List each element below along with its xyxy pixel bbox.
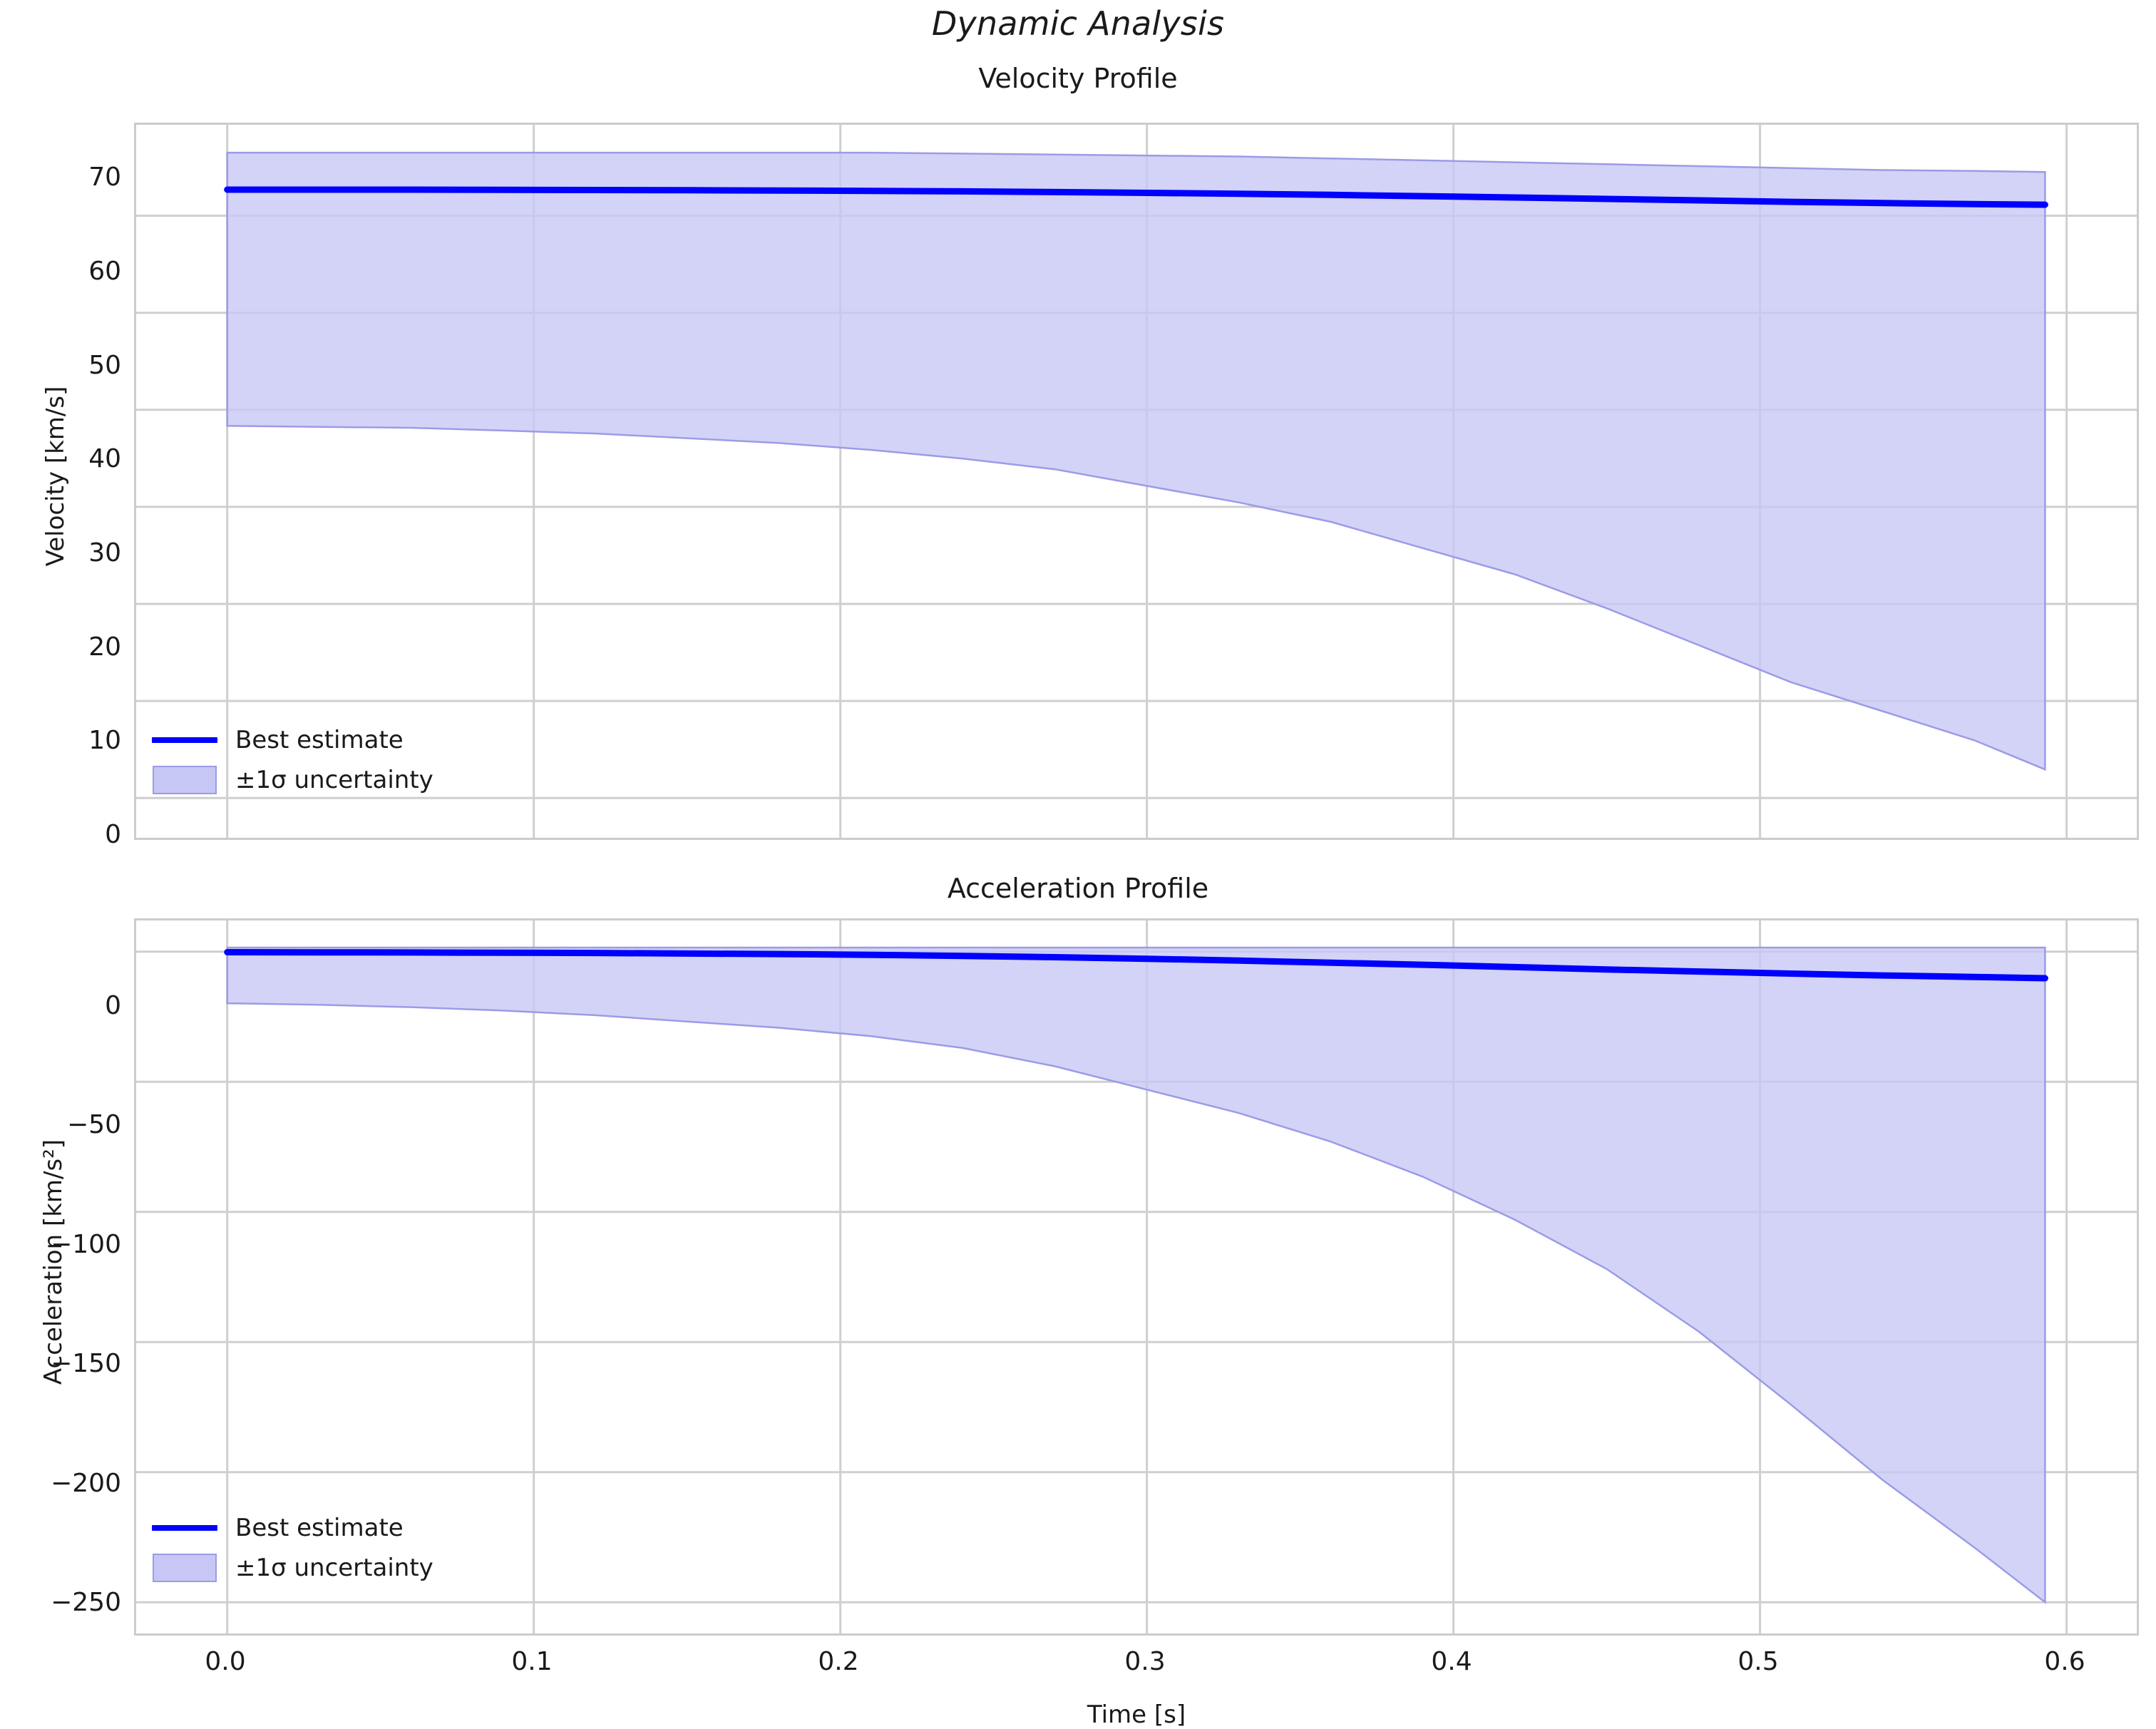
acceleration-xtick-5: 0.5 (1737, 1647, 1779, 1676)
velocity-legend-label-1: ±1σ uncertainty (235, 766, 433, 794)
acceleration-xtick-4: 0.4 (1431, 1647, 1472, 1676)
acceleration-legend: Best estimate ±1σ uncertainty (147, 1508, 433, 1588)
acceleration-ytick-neg200: −200 (51, 1469, 121, 1498)
velocity-ytick-50: 50 (88, 351, 121, 380)
velocity-plot-clip (136, 125, 2137, 838)
velocity-uncertainty-band (226, 151, 2046, 771)
velocity-legend: Best estimate ±1σ uncertainty (147, 720, 433, 800)
acceleration-xtick-0: 0.0 (205, 1647, 246, 1676)
velocity-ytick-70: 70 (88, 163, 121, 192)
acceleration-ytick-neg100: −100 (51, 1230, 121, 1259)
velocity-ytick-60: 60 (88, 257, 121, 286)
velocity-panel: Velocity Profile Velocity [km/s] 0 10 20… (0, 0, 2156, 863)
legend-line-swatch-icon (147, 737, 222, 743)
acceleration-legend-label-1: ±1σ uncertainty (235, 1554, 433, 1582)
acceleration-plot-clip (136, 920, 2137, 1633)
figure-suptitle: Dynamic Analysis (931, 4, 1225, 43)
acceleration-panel: Acceleration Profile Acceleration [km/s²… (0, 863, 2156, 1729)
legend-patch-swatch-icon (147, 1554, 222, 1582)
velocity-chart-svg (136, 125, 2137, 838)
acceleration-plot-area (134, 918, 2139, 1636)
acceleration-x-axis-label: Time [s] (1087, 1700, 1186, 1729)
legend-line-swatch-icon (147, 1525, 222, 1531)
velocity-legend-label-0: Best estimate (235, 726, 404, 754)
velocity-ytick-40: 40 (88, 444, 121, 473)
acceleration-best-estimate-line (224, 949, 2048, 982)
velocity-panel-title: Velocity Profile (978, 63, 1178, 94)
acceleration-panel-title: Acceleration Profile (947, 873, 1209, 904)
acceleration-ytick-neg250: −250 (51, 1588, 121, 1617)
acceleration-ytick-neg50: −50 (67, 1110, 121, 1139)
velocity-legend-item-uncertainty[interactable]: ±1σ uncertainty (147, 760, 433, 800)
acceleration-legend-label-0: Best estimate (235, 1514, 404, 1542)
acceleration-uncertainty-band (226, 946, 2046, 1604)
acceleration-ytick-0: 0 (105, 991, 121, 1020)
legend-patch-swatch-icon (147, 766, 222, 794)
velocity-best-estimate-line (224, 186, 2048, 208)
velocity-ytick-0: 0 (105, 820, 121, 849)
acceleration-ytick-neg150: −150 (51, 1349, 121, 1378)
acceleration-chart-svg (136, 920, 2137, 1633)
acceleration-xtick-1: 0.1 (511, 1647, 553, 1676)
acceleration-xtick-2: 0.2 (818, 1647, 859, 1676)
acceleration-legend-item-best-estimate[interactable]: Best estimate (147, 1508, 433, 1548)
velocity-legend-item-best-estimate[interactable]: Best estimate (147, 720, 433, 760)
acceleration-legend-item-uncertainty[interactable]: ±1σ uncertainty (147, 1548, 433, 1588)
velocity-plot-area (134, 123, 2139, 840)
velocity-ytick-30: 30 (88, 538, 121, 568)
acceleration-xtick-6: 0.6 (2044, 1647, 2085, 1676)
velocity-ytick-20: 20 (88, 632, 121, 662)
acceleration-xtick-3: 0.3 (1124, 1647, 1166, 1676)
velocity-ytick-10: 10 (88, 726, 121, 755)
